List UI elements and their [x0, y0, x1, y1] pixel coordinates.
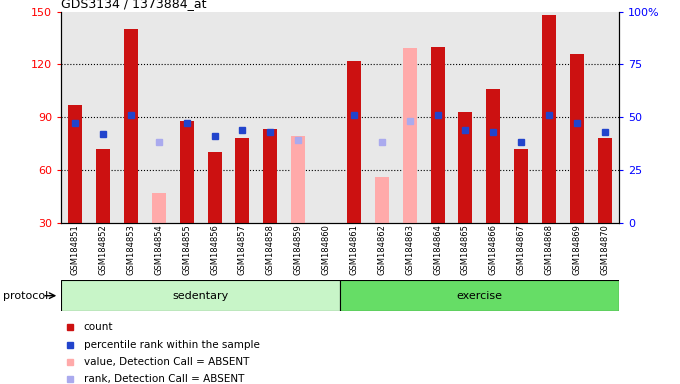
- Bar: [598, 138, 612, 223]
- Text: GSM184867: GSM184867: [517, 224, 526, 275]
- Text: GSM184866: GSM184866: [489, 224, 498, 275]
- Text: protocol: protocol: [3, 291, 49, 301]
- Text: GSM184852: GSM184852: [99, 224, 107, 275]
- Text: GSM184869: GSM184869: [573, 224, 581, 275]
- Bar: [180, 121, 194, 223]
- Text: percentile rank within the sample: percentile rank within the sample: [84, 339, 259, 349]
- Bar: [347, 61, 361, 223]
- Bar: [430, 47, 445, 223]
- Text: GDS3134 / 1373884_at: GDS3134 / 1373884_at: [61, 0, 207, 10]
- Text: GSM184859: GSM184859: [294, 224, 303, 275]
- Bar: [61, 280, 340, 311]
- Text: rank, Detection Call = ABSENT: rank, Detection Call = ABSENT: [84, 374, 244, 384]
- Text: GSM184862: GSM184862: [377, 224, 386, 275]
- Text: GSM184868: GSM184868: [545, 224, 554, 275]
- Text: GSM184853: GSM184853: [126, 224, 135, 275]
- Bar: [375, 177, 389, 223]
- Text: count: count: [84, 322, 113, 332]
- Bar: [235, 138, 250, 223]
- Text: GSM184865: GSM184865: [461, 224, 470, 275]
- Bar: [68, 105, 82, 223]
- Bar: [570, 54, 584, 223]
- Bar: [124, 29, 138, 223]
- Text: sedentary: sedentary: [173, 291, 228, 301]
- Text: value, Detection Call = ABSENT: value, Detection Call = ABSENT: [84, 357, 249, 367]
- Text: GSM184864: GSM184864: [433, 224, 442, 275]
- Text: GSM184856: GSM184856: [210, 224, 219, 275]
- Bar: [152, 193, 166, 223]
- Text: GSM184861: GSM184861: [350, 224, 358, 275]
- Text: GSM184860: GSM184860: [322, 224, 330, 275]
- Text: GSM184870: GSM184870: [600, 224, 609, 275]
- Bar: [263, 129, 277, 223]
- Bar: [207, 152, 222, 223]
- Bar: [403, 48, 417, 223]
- Bar: [542, 15, 556, 223]
- Text: GSM184854: GSM184854: [154, 224, 163, 275]
- Bar: [514, 149, 528, 223]
- Text: GSM184858: GSM184858: [266, 224, 275, 275]
- Text: exercise: exercise: [456, 291, 503, 301]
- Text: GSM184851: GSM184851: [71, 224, 80, 275]
- Bar: [96, 149, 110, 223]
- Bar: [458, 112, 473, 223]
- Text: GSM184855: GSM184855: [182, 224, 191, 275]
- Text: GSM184863: GSM184863: [405, 224, 414, 275]
- Bar: [340, 280, 619, 311]
- Text: GSM184857: GSM184857: [238, 224, 247, 275]
- Bar: [486, 89, 500, 223]
- Bar: [291, 136, 305, 223]
